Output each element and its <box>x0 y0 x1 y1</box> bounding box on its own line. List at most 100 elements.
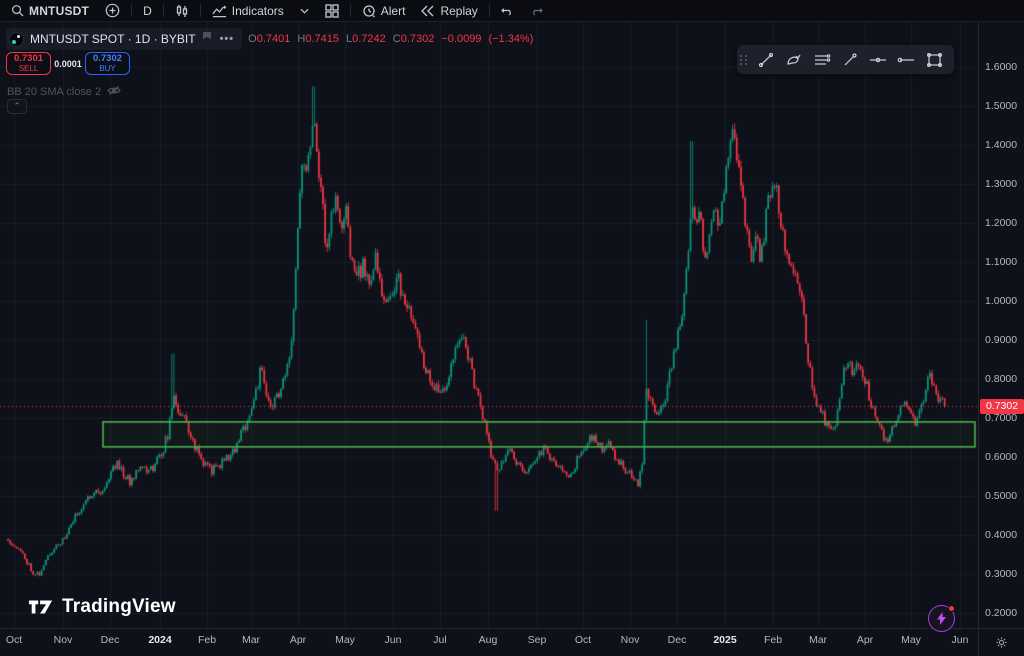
search-icon <box>11 4 24 17</box>
close-value: 0.7302 <box>400 33 435 45</box>
tradingview-logo[interactable]: TradingView <box>28 596 176 618</box>
sell-button[interactable]: 0.7301 SELL <box>6 52 51 75</box>
time-axis-label: Nov <box>53 634 73 646</box>
price-axis-label: 0.7000 <box>985 412 1018 424</box>
time-axis-label: Jul <box>433 634 447 646</box>
time-axis-label: 2025 <box>713 634 737 646</box>
time-axis-label: May <box>335 634 355 646</box>
indicator-row[interactable]: BB 20 SMA close 2 <box>7 85 121 99</box>
alert-label: Alert <box>380 3 406 18</box>
price-axis-label: 1.3000 <box>985 178 1018 190</box>
collapse-pane-button[interactable]: ⌃ <box>7 99 27 114</box>
buy-button[interactable]: 0.7302 BUY <box>85 52 130 75</box>
change-value: −0.0099 <box>441 33 482 45</box>
time-axis-label: Feb <box>197 634 217 646</box>
horizontal-line-tool[interactable] <box>866 48 890 72</box>
rectangle-tool[interactable] <box>922 48 946 72</box>
price-axis-label: 1.1000 <box>985 256 1018 268</box>
time-axis-label: Dec <box>667 634 687 646</box>
replay-button[interactable]: Replay <box>416 2 482 20</box>
drawing-toolbar <box>737 45 954 74</box>
time-axis-label: Jun <box>384 634 402 646</box>
indicators-dropdown-arrow[interactable] <box>295 2 314 20</box>
symbol-search-button[interactable]: MNTUSDT <box>6 2 94 20</box>
time-axis-label: Apr <box>856 634 874 646</box>
sell-price: 0.7301 <box>13 52 44 64</box>
redo-button[interactable] <box>525 2 548 20</box>
candlestick-chart-icon <box>175 4 189 18</box>
indicators-icon <box>212 4 227 18</box>
buy-label: BUY <box>99 64 116 74</box>
undo-arrow-icon <box>500 5 514 16</box>
last-price-label: 0.7302 <box>980 398 1024 414</box>
time-axis-label: Nov <box>620 634 640 646</box>
replay-label: Replay <box>440 3 478 18</box>
price-axis-label: 1.6000 <box>985 61 1018 73</box>
price-axis-label: 0.6000 <box>985 451 1018 463</box>
price-axis-label: 0.9000 <box>985 334 1018 346</box>
time-axis[interactable]: Oct Nov Dec 2024 Feb Mar Apr May Jun Jul Aug Sep Oct… <box>0 628 1024 656</box>
time-axis-label: Jun <box>951 634 969 646</box>
alert-button[interactable]: Alert <box>357 2 411 20</box>
mantle-coin-icon <box>9 31 24 47</box>
interval-value: D <box>143 3 152 18</box>
price-axis-label: 1.5000 <box>985 100 1018 112</box>
eye-hidden-icon[interactable] <box>107 85 121 99</box>
notification-dot <box>948 605 955 612</box>
boost-button[interactable] <box>928 605 955 632</box>
price-axis-label: 0.4000 <box>985 529 1018 541</box>
compare-add-symbol-button[interactable] <box>100 2 125 20</box>
price-axis-label: 0.5000 <box>985 490 1018 502</box>
legend-title[interactable]: MNTUSDT SPOT · 1D · BYBIT <box>30 32 196 46</box>
time-axis-label: 2024 <box>148 634 172 646</box>
drag-handle-icon[interactable] <box>740 54 748 65</box>
price-axis-label: 1.0000 <box>985 295 1018 307</box>
time-axis-label: Aug <box>478 634 498 646</box>
candlestick-chart-canvas[interactable] <box>0 22 978 628</box>
axis-settings-corner <box>978 628 1024 656</box>
legend-symbol-pill[interactable]: MNTUSDT SPOT · 1D · BYBIT ••• <box>6 28 243 50</box>
brush-tool[interactable] <box>782 48 806 72</box>
time-axis-label: Dec <box>100 634 120 646</box>
plus-circle-icon <box>105 3 120 18</box>
price-axis[interactable]: 1.6000 1.5000 1.4000 1.3000 1.2000 1.1000 1.00… <box>978 22 1024 628</box>
layout-templates-button[interactable] <box>320 2 344 20</box>
high-value: 0.7415 <box>305 33 339 45</box>
time-axis-label: May <box>901 634 921 646</box>
horizontal-ray-tool[interactable] <box>894 48 918 72</box>
toolbar-divider <box>349 4 351 17</box>
chevron-down-icon <box>300 8 309 14</box>
price-axis-label: 0.2000 <box>985 607 1018 619</box>
spread-value: 0.0001 <box>54 58 82 69</box>
close-label: C <box>392 33 401 45</box>
price-axis-label: 1.2000 <box>985 217 1018 229</box>
time-axis-label: Oct <box>574 634 592 646</box>
parallel-lines-tool[interactable] <box>810 48 834 72</box>
alarm-clock-icon <box>362 4 376 18</box>
time-axis-label: Sep <box>527 634 547 646</box>
sell-label: SELL <box>18 64 39 74</box>
toolbar-divider <box>488 4 490 17</box>
time-axis-label: Mar <box>241 634 261 646</box>
ray-line-tool[interactable] <box>838 48 862 72</box>
open-label: O <box>248 33 257 45</box>
interval-button[interactable]: D <box>138 2 157 20</box>
trend-line-tool[interactable] <box>754 48 778 72</box>
flag-icon[interactable] <box>202 30 212 48</box>
toolbar-divider <box>162 4 164 17</box>
price-axis-label: 1.4000 <box>985 139 1018 151</box>
indicators-button[interactable]: Indicators <box>207 2 289 20</box>
toolbar-divider <box>199 4 201 17</box>
chart-pane: MNTUSDT SPOT · 1D · BYBIT ••• O0.7401 H0… <box>0 22 1024 632</box>
undo-button[interactable] <box>496 2 519 20</box>
top-toolbar: MNTUSDT D Indicators <box>0 0 1024 22</box>
change-percent: (−1.34%) <box>488 33 534 45</box>
high-label: H <box>297 33 306 45</box>
gear-icon[interactable] <box>995 636 1008 649</box>
chart-type-button[interactable] <box>170 2 194 20</box>
symbol-name: MNTUSDT <box>29 3 90 18</box>
ohlc-values: O0.7401 H0.7415 L0.7242 C0.7302 −0.0099 … <box>248 33 533 45</box>
low-value: 0.7242 <box>352 33 386 45</box>
legend-more-button[interactable]: ••• <box>219 33 235 45</box>
